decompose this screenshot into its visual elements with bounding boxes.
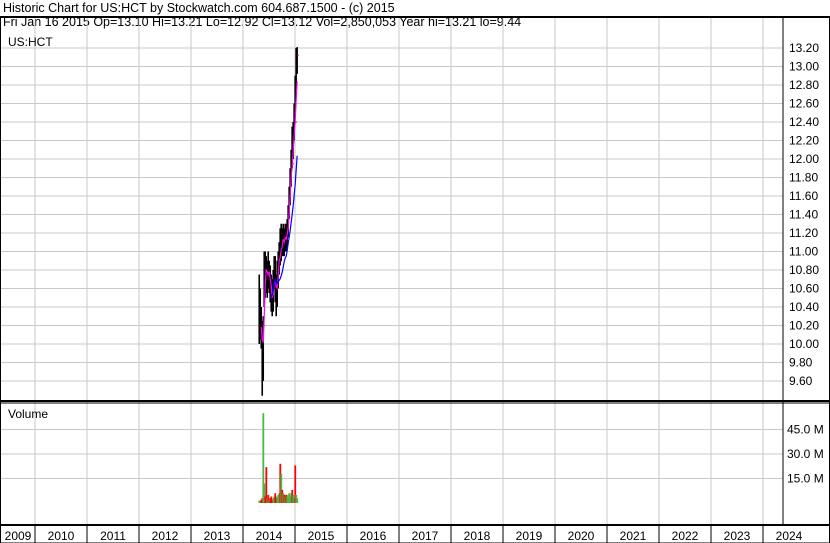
year-tick-label: 2012 xyxy=(152,529,179,543)
volume-bar xyxy=(285,494,288,503)
volume-tick-label: 15.0 M xyxy=(787,472,824,486)
price-tick-label: 12.00 xyxy=(789,152,819,166)
price-tick-label: 12.60 xyxy=(789,97,819,111)
price-tick-label: 12.20 xyxy=(789,134,819,148)
volume-bar xyxy=(269,498,272,503)
price-tick-label: 11.80 xyxy=(789,171,818,185)
volume-bar xyxy=(283,494,286,503)
price-bars xyxy=(258,47,299,396)
year-tick-label: 2014 xyxy=(256,529,283,543)
price-tick-label: 13.00 xyxy=(789,60,819,74)
volume-bar xyxy=(259,501,262,503)
year-tick-label: 2013 xyxy=(204,529,231,543)
volume-bar xyxy=(271,499,274,503)
price-tick-label: 9.80 xyxy=(789,356,813,370)
outer-border xyxy=(0,16,830,543)
volume-bar xyxy=(272,498,275,503)
volume-bar xyxy=(294,465,297,503)
volume-bar xyxy=(282,493,285,503)
volume-bar xyxy=(293,498,296,503)
year-tick-label: 2018 xyxy=(464,529,491,543)
year-tick-label: 2016 xyxy=(360,529,387,543)
price-tick-label: 11.40 xyxy=(789,208,818,222)
volume-bar xyxy=(261,498,264,503)
volume-bars xyxy=(258,413,299,503)
volume-bar xyxy=(296,498,299,503)
volume-bar xyxy=(264,496,267,503)
volume-bar xyxy=(258,500,261,503)
price-tick-label: 10.80 xyxy=(789,263,819,277)
symbol-label: US:HCT xyxy=(8,35,53,49)
volume-bar xyxy=(268,499,271,503)
volume-bar xyxy=(281,489,284,503)
price-tick-label: 12.40 xyxy=(789,115,819,129)
axis-labels: 13.20 13.00 12.80 12.60 12.40 12.20 12.00 11.80… xyxy=(5,41,824,543)
volume-tick-label: 30.0 M xyxy=(787,447,824,461)
volume-bar xyxy=(275,498,278,503)
volume-panel-label: Volume xyxy=(8,407,48,421)
volume-bar xyxy=(276,496,279,503)
volume-bar xyxy=(265,467,268,503)
chart-title: Historic Chart for US:HCT by Stockwatch.… xyxy=(3,1,395,15)
price-tick-label: 9.60 xyxy=(789,374,813,388)
volume-bar xyxy=(267,494,270,503)
volume-bar xyxy=(292,494,295,503)
volume-bar xyxy=(290,493,293,503)
volume-bar xyxy=(286,496,289,503)
long-moving-average-line xyxy=(269,155,298,299)
year-tick-label: 2020 xyxy=(568,529,595,543)
volume-bar xyxy=(287,494,290,503)
year-tick-label: 2019 xyxy=(516,529,543,543)
price-tick-label: 12.80 xyxy=(789,78,819,92)
price-tick-label: 11.60 xyxy=(789,189,818,203)
year-tick-label: 2021 xyxy=(620,529,647,543)
price-tick-label: 11.00 xyxy=(789,245,818,259)
volume-bar xyxy=(277,494,280,503)
moving-averages xyxy=(260,81,298,343)
volume-bar xyxy=(262,413,265,503)
quote-summary: Fri Jan 16 2015 Op=13.10 Hi=13.21 Lo=12.… xyxy=(3,15,522,29)
year-tick-label: 2024 xyxy=(776,529,803,543)
year-tick-label: 2017 xyxy=(412,529,439,543)
year-tick-label: 2015 xyxy=(308,529,335,543)
volume-bar xyxy=(288,493,291,503)
volume-bar xyxy=(280,473,283,503)
volume-bar xyxy=(279,463,282,503)
volume-bar xyxy=(270,496,273,503)
year-tick-label: 2022 xyxy=(672,529,699,543)
year-tick-label: 2023 xyxy=(724,529,751,543)
price-tick-label: 10.20 xyxy=(789,319,819,333)
price-tick-label: 13.20 xyxy=(789,41,819,55)
price-tick-label: 10.00 xyxy=(789,337,819,351)
year-tick-label: 2009 xyxy=(5,529,32,543)
volume-bar xyxy=(295,494,298,503)
volume-bar xyxy=(278,493,281,503)
volume-tick-label: 45.0 M xyxy=(787,423,824,437)
year-tick-label: 2011 xyxy=(100,529,126,543)
volume-bar xyxy=(289,496,292,503)
volume-bar xyxy=(260,499,263,503)
volume-bar xyxy=(273,496,276,503)
grid-lines xyxy=(0,17,783,525)
volume-bar xyxy=(274,493,277,503)
price-tick-label: 11.20 xyxy=(789,226,818,240)
price-tick-label: 10.40 xyxy=(789,300,819,314)
price-tick-label: 10.60 xyxy=(789,282,819,296)
year-tick-label: 2010 xyxy=(48,529,75,543)
volume-bar xyxy=(266,498,269,503)
volume-bar xyxy=(291,489,294,503)
volume-bar xyxy=(263,483,266,503)
short-moving-average-line xyxy=(260,81,298,343)
volume-bar xyxy=(284,496,287,503)
chart-frame xyxy=(0,16,830,543)
